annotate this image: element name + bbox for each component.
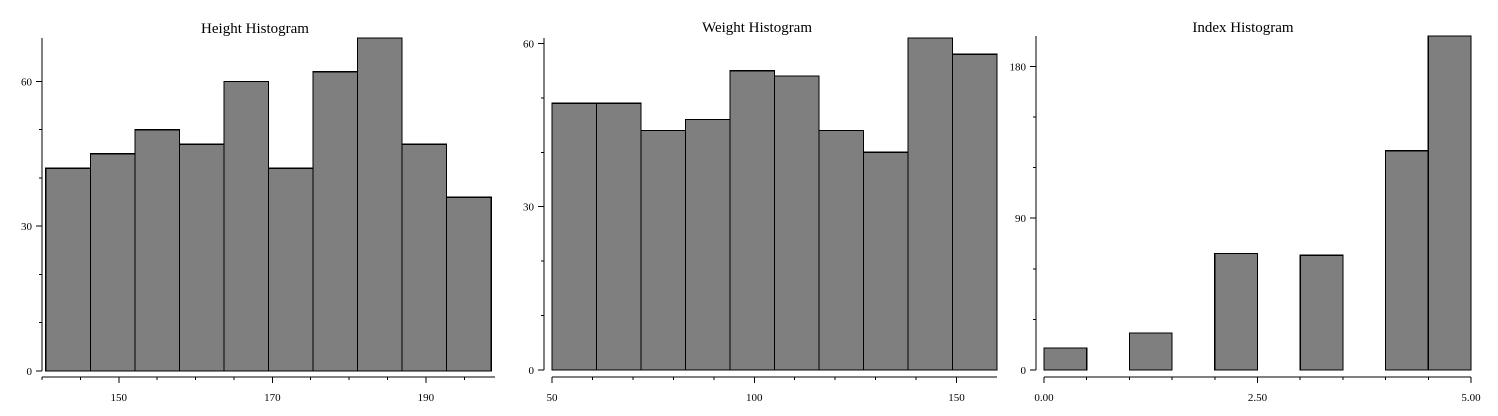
index-histogram-title: Index Histogram [1192, 20, 1294, 36]
height-histogram-bar [178, 143, 225, 372]
height-histogram-bar [312, 71, 359, 372]
height-histogram-bar [356, 37, 403, 372]
index-histogram-bar [1299, 254, 1344, 371]
weight-histogram-bar [551, 102, 598, 371]
height-histogram-bar [446, 196, 492, 372]
weight-histogram-axes: 0 30 60 50 100 150 [523, 38, 997, 404]
weight-histogram-panel: Weight Histogram 0 30 60 50 100 150 [523, 20, 998, 404]
weight-histogram-x-tick-label: 100 [746, 392, 763, 404]
index-histogram-bars [1043, 35, 1472, 371]
index-histogram-bar [1214, 253, 1259, 371]
weight-histogram-bar [907, 37, 954, 371]
weight-histogram-bars [551, 37, 998, 371]
height-histogram-x-tick-label: 190 [418, 392, 435, 404]
weight-histogram-x-tick-label: 150 [948, 392, 965, 404]
height-histogram-panel: Height Histogram 0 30 60 150 170 190 [21, 21, 495, 404]
height-histogram-bar [45, 167, 91, 372]
weight-histogram-bar [595, 102, 642, 371]
height-histogram-y-tick-label: 30 [21, 221, 33, 233]
height-histogram-bar [223, 80, 270, 372]
index-histogram-x-tick-label: 2.50 [1248, 392, 1268, 404]
weight-histogram-bar [684, 119, 731, 371]
index-histogram-y-tick-label: 0 [1021, 365, 1027, 377]
weight-histogram-y-tick-label: 60 [523, 38, 535, 50]
index-histogram-axes: 0 90 180 0.00 2.50 5.00 [1010, 36, 1481, 404]
index-histogram-y-tick-label: 180 [1010, 61, 1027, 73]
weight-histogram-x-tick-label: 50 [547, 392, 559, 404]
index-histogram-bar [1128, 332, 1173, 371]
height-histogram-bars [45, 37, 492, 372]
index-histogram-x-tick-label: 0.00 [1034, 392, 1054, 404]
weight-histogram-y-tick-label: 30 [523, 202, 535, 214]
weight-histogram-title: Weight Histogram [702, 20, 812, 36]
height-histogram-x-tick-label: 170 [264, 392, 281, 404]
weight-histogram-y-tick-label: 0 [529, 365, 535, 377]
height-histogram-x-tick-label: 150 [111, 392, 128, 404]
height-histogram-y-tick-label: 0 [27, 366, 33, 378]
index-histogram-bar [1384, 150, 1429, 371]
weight-histogram-bar [862, 151, 909, 371]
height-histogram-y-tick-label: 60 [21, 76, 33, 88]
height-histogram-axes: 0 30 60 150 170 190 [21, 38, 495, 404]
weight-histogram-bar [773, 75, 820, 371]
index-histogram-panel: Index Histogram 0 90 180 0.00 2.50 5.00 [1010, 20, 1482, 404]
weight-histogram-bar [818, 129, 865, 371]
height-histogram-bar [89, 153, 136, 372]
height-histogram-bar [401, 143, 448, 372]
index-histogram-bar [1427, 35, 1472, 371]
weight-histogram-bar [640, 129, 687, 371]
index-histogram-x-tick-label: 5.00 [1461, 392, 1481, 404]
index-histogram-y-tick-label: 90 [1015, 213, 1027, 225]
weight-histogram-bar [729, 70, 776, 371]
weight-histogram-bar [951, 53, 998, 371]
height-histogram-bar [134, 129, 181, 372]
height-histogram-title: Height Histogram [201, 21, 309, 37]
height-histogram-bar [267, 167, 314, 372]
index-histogram-bar [1043, 347, 1088, 371]
